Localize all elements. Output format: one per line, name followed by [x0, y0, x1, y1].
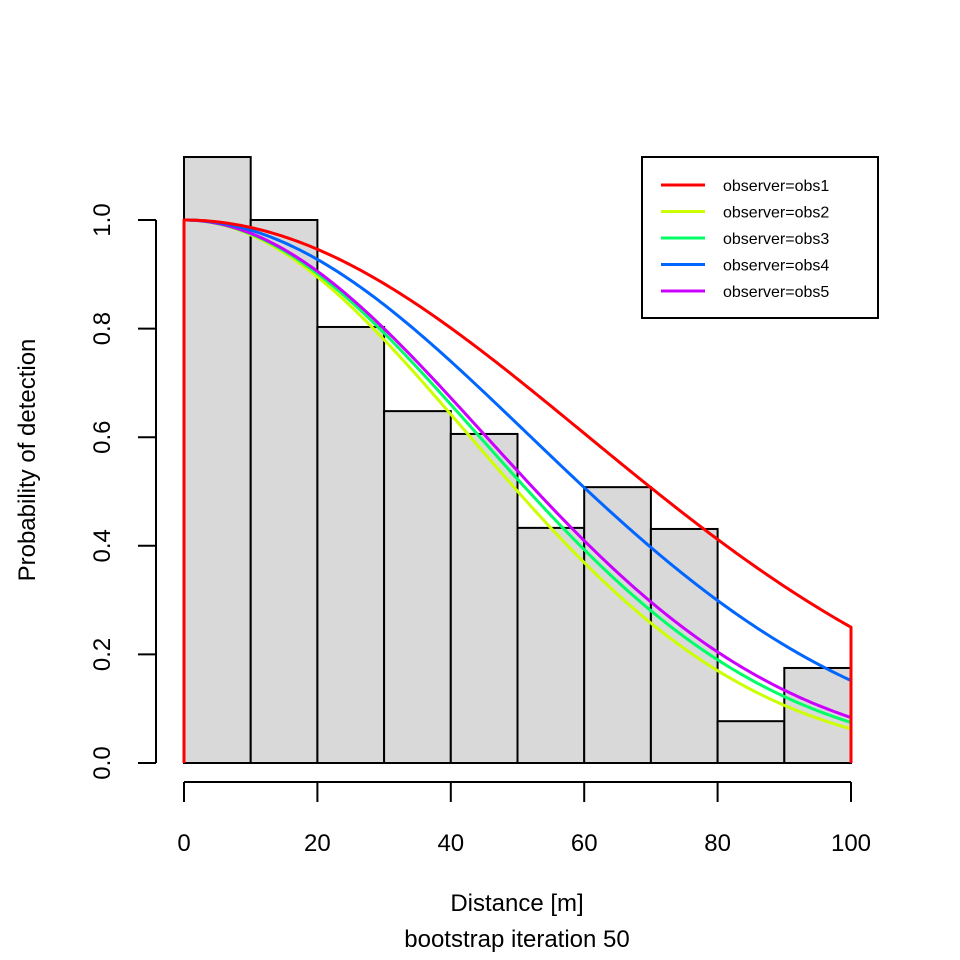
x-tick-label: 80	[704, 830, 731, 857]
legend-label: observer=obs3	[723, 231, 829, 248]
legend-label: observer=obs1	[723, 178, 829, 195]
histogram-bar	[516, 526, 586, 764]
x-axis-title: Distance [m]	[450, 890, 583, 917]
detection-curve-obs4	[183, 218, 852, 682]
y-tick-label: 0.4	[89, 529, 116, 562]
histogram-bar	[783, 666, 852, 764]
detection-curve-obs1	[182, 218, 853, 763]
x-axis: 0 20 40 60 80 100	[177, 781, 871, 857]
x-tick-label: 0	[177, 830, 190, 857]
x-tick-label: 20	[304, 830, 331, 857]
histogram-bar	[183, 156, 252, 764]
y-axis-title: Probability of detection	[14, 339, 41, 582]
legend-item: observer=obs1	[661, 178, 829, 195]
histogram-bar	[249, 219, 319, 764]
detection-curve-obs5	[183, 218, 852, 719]
histogram-bar	[583, 486, 652, 764]
legend-label: observer=obs2	[723, 205, 829, 222]
histogram-bars	[183, 156, 852, 765]
histogram-bar	[716, 720, 786, 765]
y-axis: 0.0 0.2 0.4 0.6 0.8 1.0	[89, 203, 157, 780]
legend: observer=obs1 observer=obs2 observer=obs3 o…	[641, 156, 879, 319]
legend-label: observer=obs5	[723, 284, 829, 301]
x-axis-subtitle: bootstrap iteration 50	[404, 926, 629, 953]
histogram-bar	[383, 410, 452, 764]
y-tick-label: 0.2	[89, 638, 116, 671]
legend-item: observer=obs4	[661, 258, 829, 275]
legend-item: observer=obs5	[661, 284, 829, 301]
x-tick-label: 100	[831, 830, 871, 857]
histogram-bar	[316, 325, 386, 764]
y-tick-label: 0.0	[89, 746, 116, 779]
y-tick-label: 0.8	[89, 312, 116, 345]
legend-item: observer=obs2	[661, 205, 829, 222]
y-tick-label: 1.0	[89, 203, 116, 236]
histogram-bar	[449, 432, 519, 764]
x-tick-label: 60	[571, 830, 598, 857]
x-tick-label: 40	[437, 830, 464, 857]
legend-label: observer=obs4	[723, 258, 829, 275]
detection-curve-obs2	[183, 218, 852, 731]
y-tick-label: 0.6	[89, 421, 116, 454]
detection-curves	[182, 218, 853, 763]
legend-item: observer=obs3	[661, 231, 829, 248]
